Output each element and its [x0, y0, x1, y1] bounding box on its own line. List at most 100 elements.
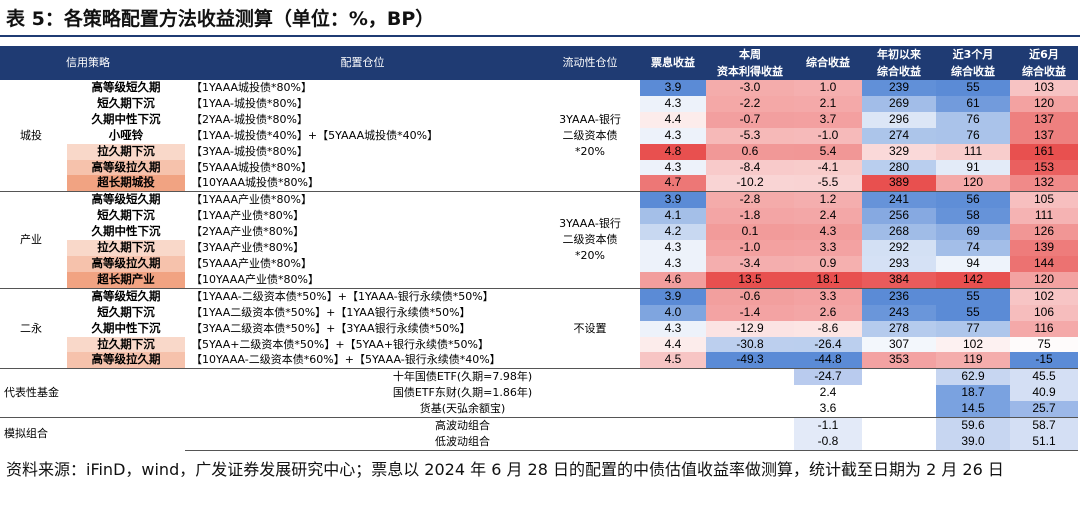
strategy-name: 久期中性下沉 [67, 111, 185, 128]
capital-gain-cell: -1.1 [794, 417, 862, 434]
models-label: 模拟组合 [0, 417, 185, 451]
strategy-name: 高等级短久期 [67, 191, 185, 209]
table-row: 城投 高等级短久期 【1YAAA城投债*80%】 3YAAA-银行 二级资本债 *20% 3… [0, 80, 1078, 158]
strategy-name: 高等级拉久期 [67, 159, 185, 176]
coupon-cell: 4.7 [640, 175, 706, 192]
three-month-cell: 51.1 [1010, 433, 1078, 451]
three-month-cell: 91 [936, 159, 1010, 176]
total-return-cell: 3.3 [794, 287, 862, 305]
ytd-cell: 296 [862, 111, 936, 128]
header-6m-2: 综合收益 [1010, 63, 1078, 80]
three-month-cell: 55 [936, 304, 1010, 321]
coupon-cell: 4.3 [640, 127, 706, 144]
strategy-name: 短久期下沉 [67, 304, 185, 321]
three-month-cell: 76 [936, 111, 1010, 128]
six-month-cell: 126 [1010, 224, 1078, 241]
header-ytd-1: 年初以来 [862, 46, 936, 63]
table-row: 国债ETF东财(久期=1.86年)2.418.740.985.2 [0, 385, 1078, 402]
ytd-cell: 18.7 [936, 385, 1010, 402]
coupon-cell: 4.3 [640, 95, 706, 112]
liquidity-line: 3YAAA-银行 [559, 112, 621, 126]
strategy-name: 拉久期下沉 [67, 336, 185, 353]
ytd-cell: 62.9 [936, 368, 1010, 386]
empty-cell [640, 385, 706, 401]
allocation-cell: 【1YAAA产业债*80%】 [185, 191, 540, 209]
total-return-cell: 1.2 [794, 191, 862, 209]
total-return-cell: 0.9 [794, 255, 862, 272]
allocation-cell: 【1YAA-城投债*40%】+【5YAAA城投债*40%】 [191, 128, 439, 142]
total-return-cell: 2.4 [794, 208, 862, 225]
ytd-cell: 239 [862, 80, 936, 96]
empty-cell [706, 401, 794, 417]
table-row: 拉久期下沉 【5YAA+二级资本债*50%】+【5YAA+银行永续债*50%】 4.… [0, 336, 1078, 353]
capital-gain-cell: -12.9 [706, 320, 794, 337]
fund-name: 十年国债ETF(久期=7.98年) [185, 368, 640, 386]
strategy-name: 拉久期下沉 [67, 240, 185, 256]
capital-gain-cell: -8.4 [706, 159, 794, 176]
six-month-cell: 161 [1010, 143, 1078, 160]
capital-gain-cell: -49.3 [706, 352, 794, 369]
liquidity-cell: 3YAAA-银行 二级资本债 *20% [540, 191, 640, 289]
table-row: 产业 高等级短久期 【1YAAA产业债*80%】 3YAAA-银行 二级资本债 *20% 3… [0, 191, 1078, 289]
six-month-cell: 137 [1010, 127, 1078, 144]
ytd-cell: 293 [862, 255, 936, 272]
table-row: 短久期下沉 【1YAA-城投债*80%】 4.3 -2.2 2.1 269 61 120 [0, 95, 1078, 112]
empty-cell [640, 401, 706, 417]
capital-gain-cell: 2.4 [794, 385, 862, 402]
empty-cell [862, 385, 936, 401]
six-month-cell: 116 [1010, 320, 1078, 337]
header-ytd-2: 综合收益 [862, 63, 936, 80]
strategy-name: 超长期产业 [67, 271, 185, 289]
total-return-cell: -4.1 [794, 159, 862, 176]
strategy-name: 久期中性下沉 [67, 224, 185, 241]
table-row: 超长期产业 【10YAAA产业债*80%】 4.6 13.5 18.1 384 142 120 [0, 271, 1078, 289]
coupon-cell: 3.9 [640, 191, 706, 209]
header-6m-1: 近6月 [1010, 46, 1078, 63]
ytd-cell: 243 [862, 304, 936, 321]
coupon-cell: 4.1 [640, 208, 706, 225]
table-row: 二永 高等级短久期 【1YAAA-二级资本债*50%】+【1YAAA-银行永续债*5… [0, 287, 1078, 369]
funds-label: 代表性基金 [0, 368, 185, 418]
allocation-cell: 【10YAAA城投债*80%】 [191, 176, 319, 190]
three-month-cell: 74 [936, 240, 1010, 256]
table-body: 城投 高等级短久期 【1YAAA城投债*80%】 3YAAA-银行 二级资本债 *20% 3… [0, 80, 1078, 451]
coupon-cell: 3.9 [640, 287, 706, 305]
table-row: 高等级拉久期 【5YAAA产业债*80%】 4.3 -3.4 0.9 293 94 144 [0, 255, 1078, 272]
empty-cell [862, 417, 936, 434]
empty-cell [706, 368, 794, 386]
coupon-cell: 4.3 [640, 159, 706, 176]
total-return-cell: 3.7 [794, 111, 862, 128]
total-return-cell: 2.1 [794, 95, 862, 112]
capital-gain-cell: -0.6 [706, 287, 794, 305]
table-row: 超长期城投 【10YAAA城投债*80%】 4.7 -10.2 -5.5 389 120 13… [0, 175, 1078, 192]
capital-gain-cell: -3.4 [706, 255, 794, 272]
ytd-cell: 292 [862, 240, 936, 256]
capital-gain-cell: 13.5 [706, 271, 794, 289]
total-return-cell: -44.8 [794, 352, 862, 369]
allocation-cell: 【5YAA+二级资本债*50%】+【5YAA+银行永续债*50%】 [191, 337, 489, 351]
coupon-cell: 4.8 [640, 143, 706, 160]
allocation-cell: 【3YAA二级资本债*50%】+【3YAA银行永续债*50%】 [191, 321, 471, 335]
table-row: 久期中性下沉 【2YAA产业债*80%】 4.2 0.1 4.3 268 69 126 [0, 224, 1078, 241]
coupon-cell: 4.3 [640, 255, 706, 272]
strategy-name: 超长期城投 [67, 175, 185, 192]
six-month-cell: 144 [1010, 255, 1078, 272]
three-month-cell: 45.5 [1010, 368, 1078, 386]
six-month-cell: 111 [1010, 208, 1078, 225]
ytd-cell: 353 [862, 352, 936, 369]
strategy-name: 高等级短久期 [67, 287, 185, 305]
capital-gain-cell: -0.7 [706, 111, 794, 128]
six-month-cell: 103 [1010, 80, 1078, 96]
liquidity-cell: 不设置 [540, 287, 640, 369]
allocation-cell: 【3YAA-城投债*80%】 [191, 144, 308, 158]
strategy-name: 拉久期下沉 [67, 143, 185, 160]
three-month-cell: 120 [936, 175, 1010, 192]
empty-cell [862, 401, 936, 417]
allocation-cell: 【2YAA-城投债*80%】 [191, 112, 308, 126]
strategy-name: 高等级短久期 [67, 80, 185, 96]
header-capital-1: 本周 [706, 46, 794, 63]
total-return-cell: 1.0 [794, 80, 862, 96]
table-title: 表 5：各策略配置方法收益测算（单位：%，BP） [6, 8, 435, 30]
strategy-name: 短久期下沉 [67, 208, 185, 225]
allocation-cell: 【2YAA产业债*80%】 [191, 225, 305, 239]
